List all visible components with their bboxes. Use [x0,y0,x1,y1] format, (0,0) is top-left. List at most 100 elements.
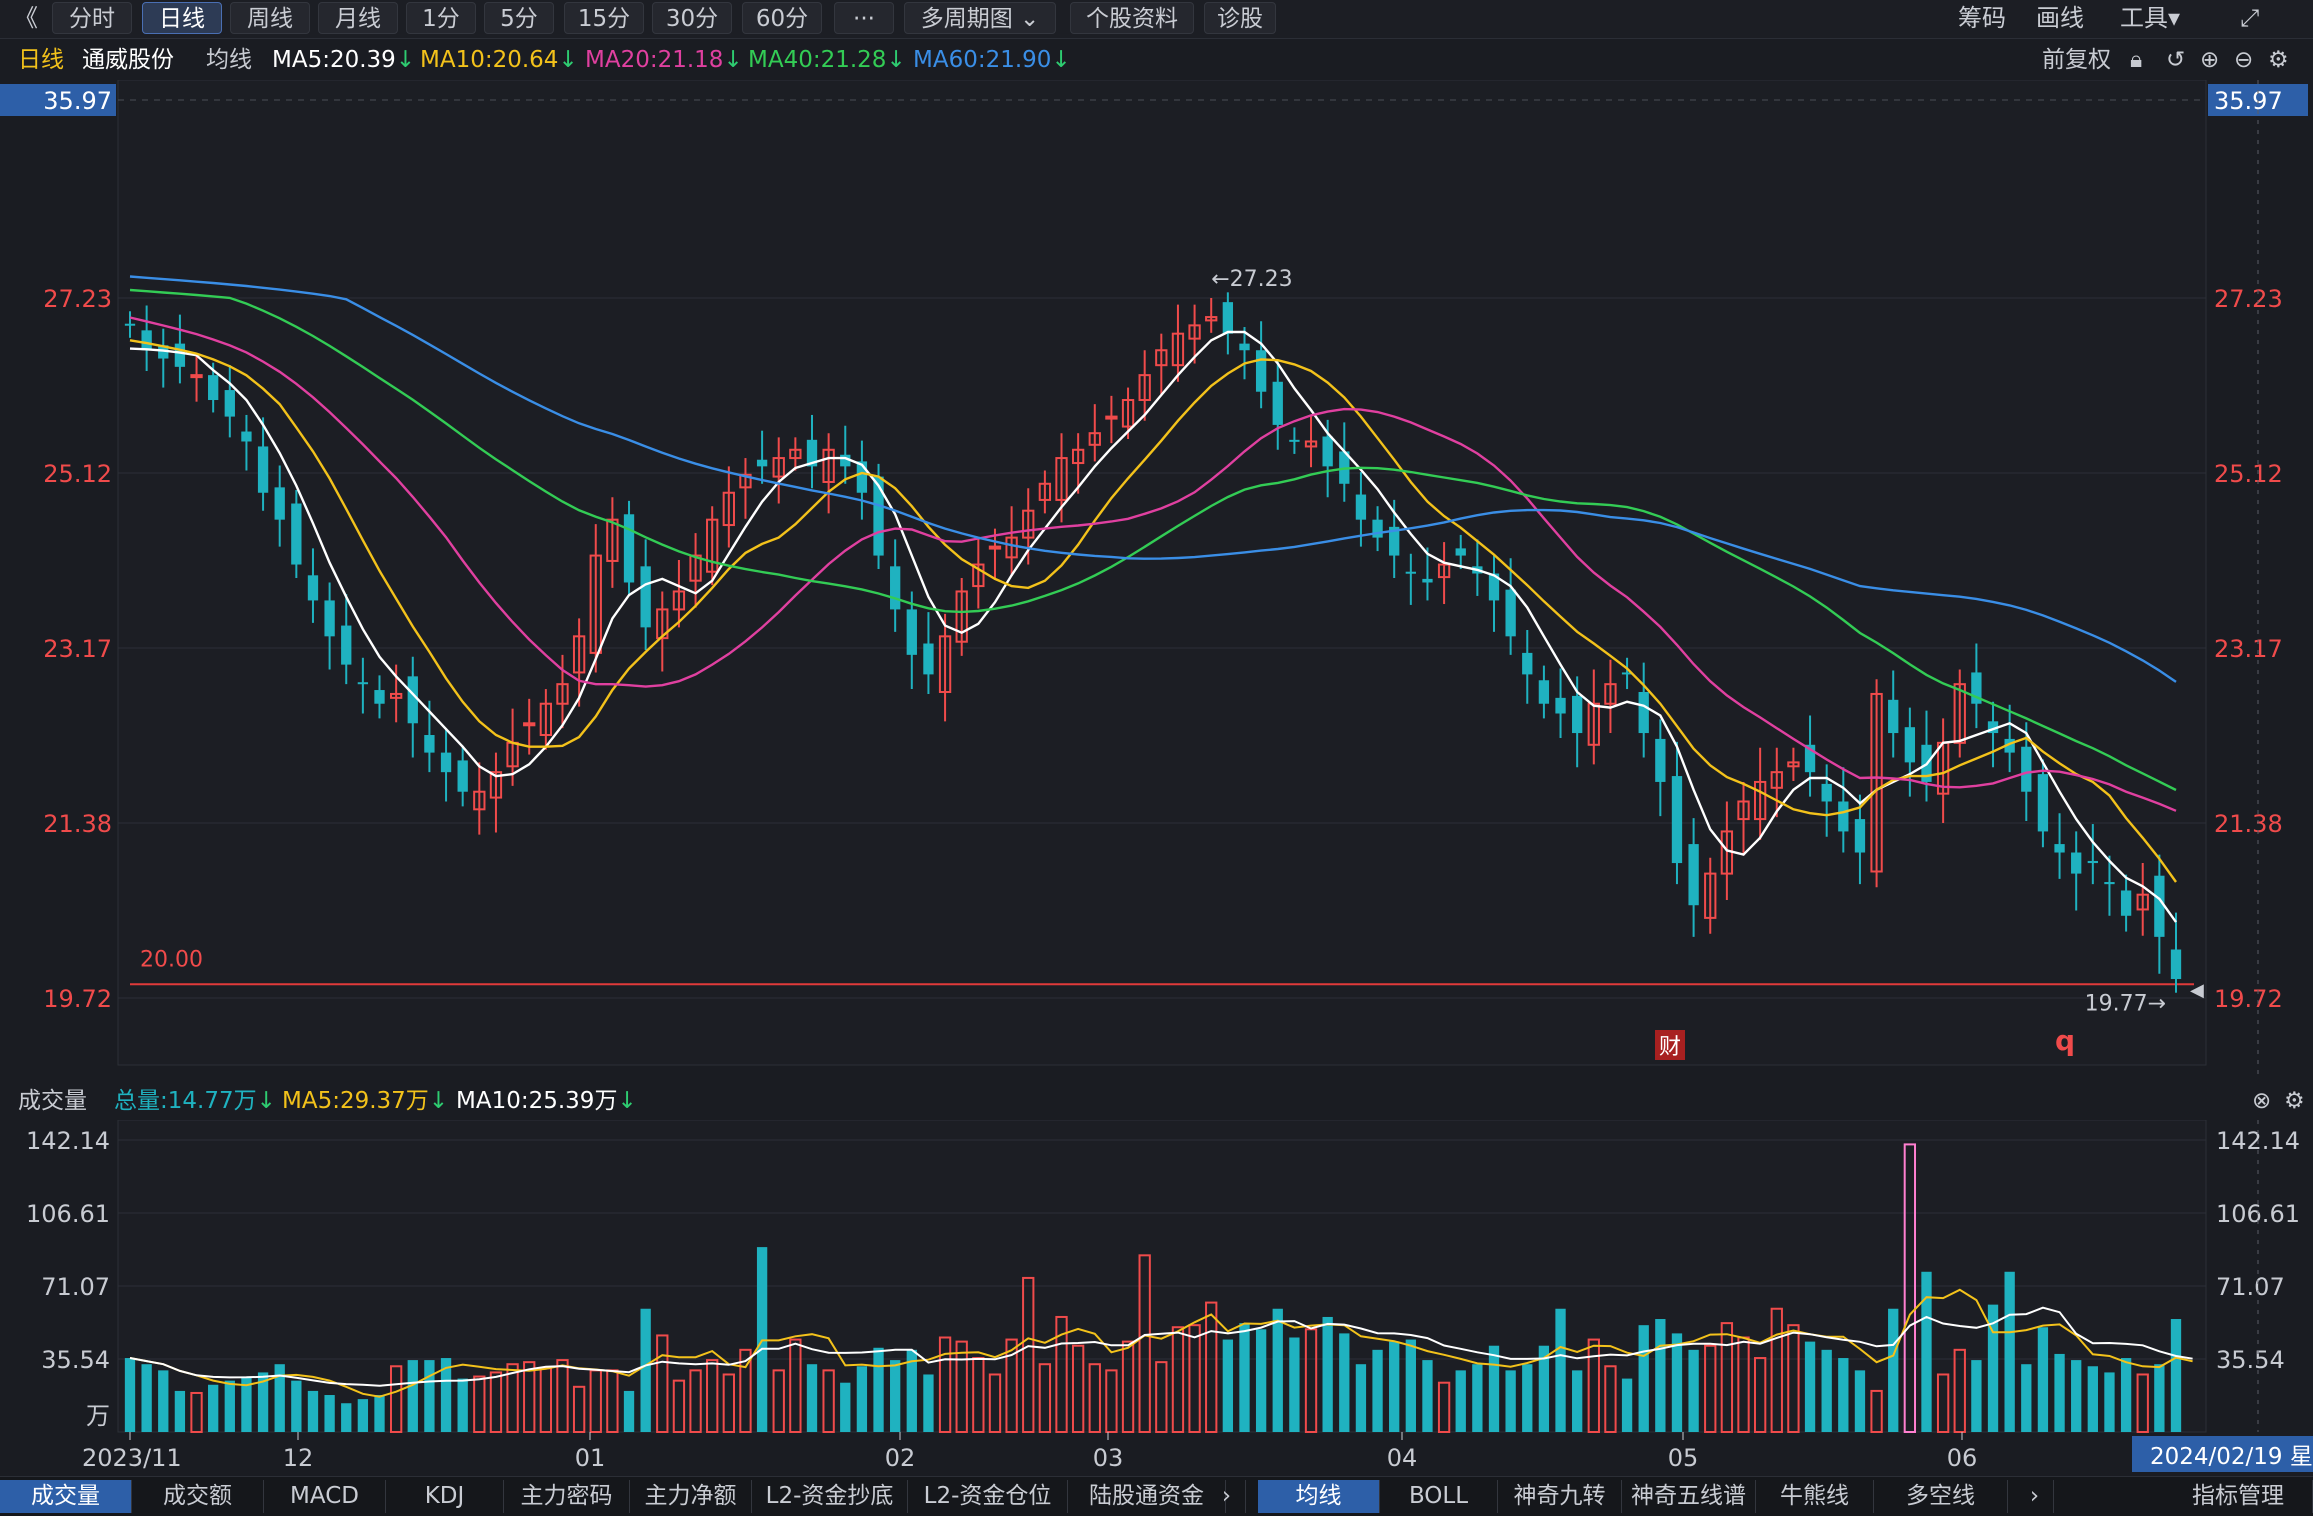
indicator-tab-1[interactable]: 成交额 [132,1480,264,1513]
volume-bar [1704,1344,1717,1433]
indicator-tab-8[interactable]: 陆股通资金 [1068,1480,1226,1513]
candle-body [357,682,369,685]
indicator-manage-button[interactable]: 指标管理 [2164,1480,2313,1513]
ma20-value: MA20:21.18↓ [585,47,743,73]
stock-name[interactable]: 通威股份 [82,47,174,73]
vol-tick-left: 106.61 [26,1200,110,1228]
volume-bar [124,1358,136,1432]
indicator-tab-5[interactable]: 主力净额 [630,1480,752,1513]
period-button-7[interactable]: 30分 [652,2,732,34]
volume-bar [2021,1364,2032,1432]
overlay-tab-5[interactable]: 多空线 [1874,1480,2008,1513]
volume-bar [1671,1333,1683,1432]
candle-body [1953,683,1966,744]
volume-bar [407,1360,418,1432]
period-button-1[interactable]: 日线 [142,2,222,34]
overlay-tab-4[interactable]: 牛熊线 [1756,1480,1874,1513]
candle-body [1055,457,1068,501]
candle-body [1621,672,1633,675]
period-button-10[interactable]: 多周期图 ⌄ [904,2,1056,34]
volume-title: 成交量 [18,1088,87,1114]
volume-bar [1205,1301,1218,1433]
volume-bar [1022,1276,1035,1433]
candle-body [1171,332,1185,367]
volume-bar [1621,1378,1633,1432]
settings-icon[interactable]: ⚙ [2268,47,2289,73]
candle-body [1205,316,1218,322]
tools-button[interactable]: 工具▾ [2120,4,2181,32]
vol-tick-right: 35.54 [2216,1346,2285,1374]
tabs-more-icon[interactable]: › [2016,1480,2054,1513]
adjust-mode[interactable]: 前复权 [2042,47,2111,73]
y-tick-right: 35.97 [2214,87,2283,115]
period-button-12[interactable]: 诊股 [1204,2,1276,34]
candle-body [1638,691,1649,734]
draw-button[interactable]: 画线 [2036,4,2084,32]
volume-bar [1538,1345,1550,1432]
candle-body [623,514,635,583]
pane-settings-icon[interactable]: ⚙ [2284,1088,2305,1114]
volume-bar [141,1364,152,1432]
fullscreen-icon[interactable]: ⤢ [2240,4,2260,32]
volume-ma5: MA5:29.37万↓ [282,1088,449,1114]
indicator-tab-6[interactable]: L2-资金抄底 [752,1480,908,1513]
vol-tick-left: 71.07 [41,1273,110,1301]
x-tick-label: 06 [1947,1444,1978,1472]
indicator-tab-2[interactable]: MACD [264,1480,386,1513]
volume-bar [1971,1360,1982,1432]
indicator-tab-7[interactable]: L2-资金仓位 [908,1480,1068,1513]
candle-body [1987,721,1999,734]
period-button-0[interactable]: 分时 [52,2,132,34]
candle-body [1904,727,1916,763]
volume-bar [789,1338,802,1433]
candle-body [1737,800,1750,821]
candle-body [1105,415,1118,420]
x-tick-label: 12 [283,1444,314,1472]
volume-bar [1339,1333,1350,1432]
tabs-next-icon[interactable]: › [1208,1480,1246,1513]
period-button-9[interactable]: ··· [834,2,894,34]
period-button-3[interactable]: 月线 [318,2,398,34]
y-tick-left: 21.38 [43,810,112,838]
candle-body [158,345,169,359]
undo-icon[interactable]: ↺ [2166,47,2186,73]
volume-bar [2120,1358,2132,1432]
period-button-2[interactable]: 周线 [230,2,310,34]
lock-icon[interactable]: 🔒︎ [2130,47,2143,73]
volume-bar [1038,1363,1052,1434]
candle-body [1121,399,1135,428]
indicator-tab-4[interactable]: 主力密码 [504,1480,630,1513]
ma-label[interactable]: 均线 [206,47,252,73]
candle-body [2136,893,2149,911]
volume-bar [257,1372,269,1432]
period-button-5[interactable]: 5分 [484,2,554,34]
candle-body [856,461,868,493]
candle-body [2071,852,2082,874]
indicator-tab-3[interactable]: KDJ [386,1480,504,1513]
plot-area [117,80,2207,1066]
period-button-11[interactable]: 个股资料 [1070,2,1194,34]
volume-bar [457,1378,468,1432]
volume-bar [324,1395,335,1432]
overlay-tab-0[interactable]: 均线 [1258,1480,1380,1513]
overlay-tab-1[interactable]: BOLL [1380,1480,1498,1513]
zoom-out-icon[interactable]: ⊖ [2234,47,2254,73]
volume-bar [389,1365,403,1433]
volume-bar [1289,1337,1300,1432]
overlay-tab-2[interactable]: 神奇九转 [1498,1480,1622,1513]
candle-body [1804,744,1816,773]
candle-body [1604,683,1617,705]
indicator-tab-0[interactable]: 成交量 [0,1480,132,1513]
period-button-4[interactable]: 1分 [406,2,476,34]
candlestick-chart[interactable]: 35.97 35.97 27.23 27.23 25.12 25.12 23.17 23.17… [0,80,2313,1080]
close-pane-icon[interactable]: ⊗ [2252,1088,2272,1114]
zoom-in-icon[interactable]: ⊕ [2200,47,2220,73]
candle-body [2154,875,2165,937]
overlay-tab-3[interactable]: 神奇五线谱 [1622,1480,1756,1513]
period-button-8[interactable]: 60分 [742,2,822,34]
chip-button[interactable]: 筹码 [1958,4,2006,32]
candle-body [1071,448,1085,465]
period-button-6[interactable]: 15分 [564,2,644,34]
collapse-button[interactable]: 《 [14,4,38,32]
